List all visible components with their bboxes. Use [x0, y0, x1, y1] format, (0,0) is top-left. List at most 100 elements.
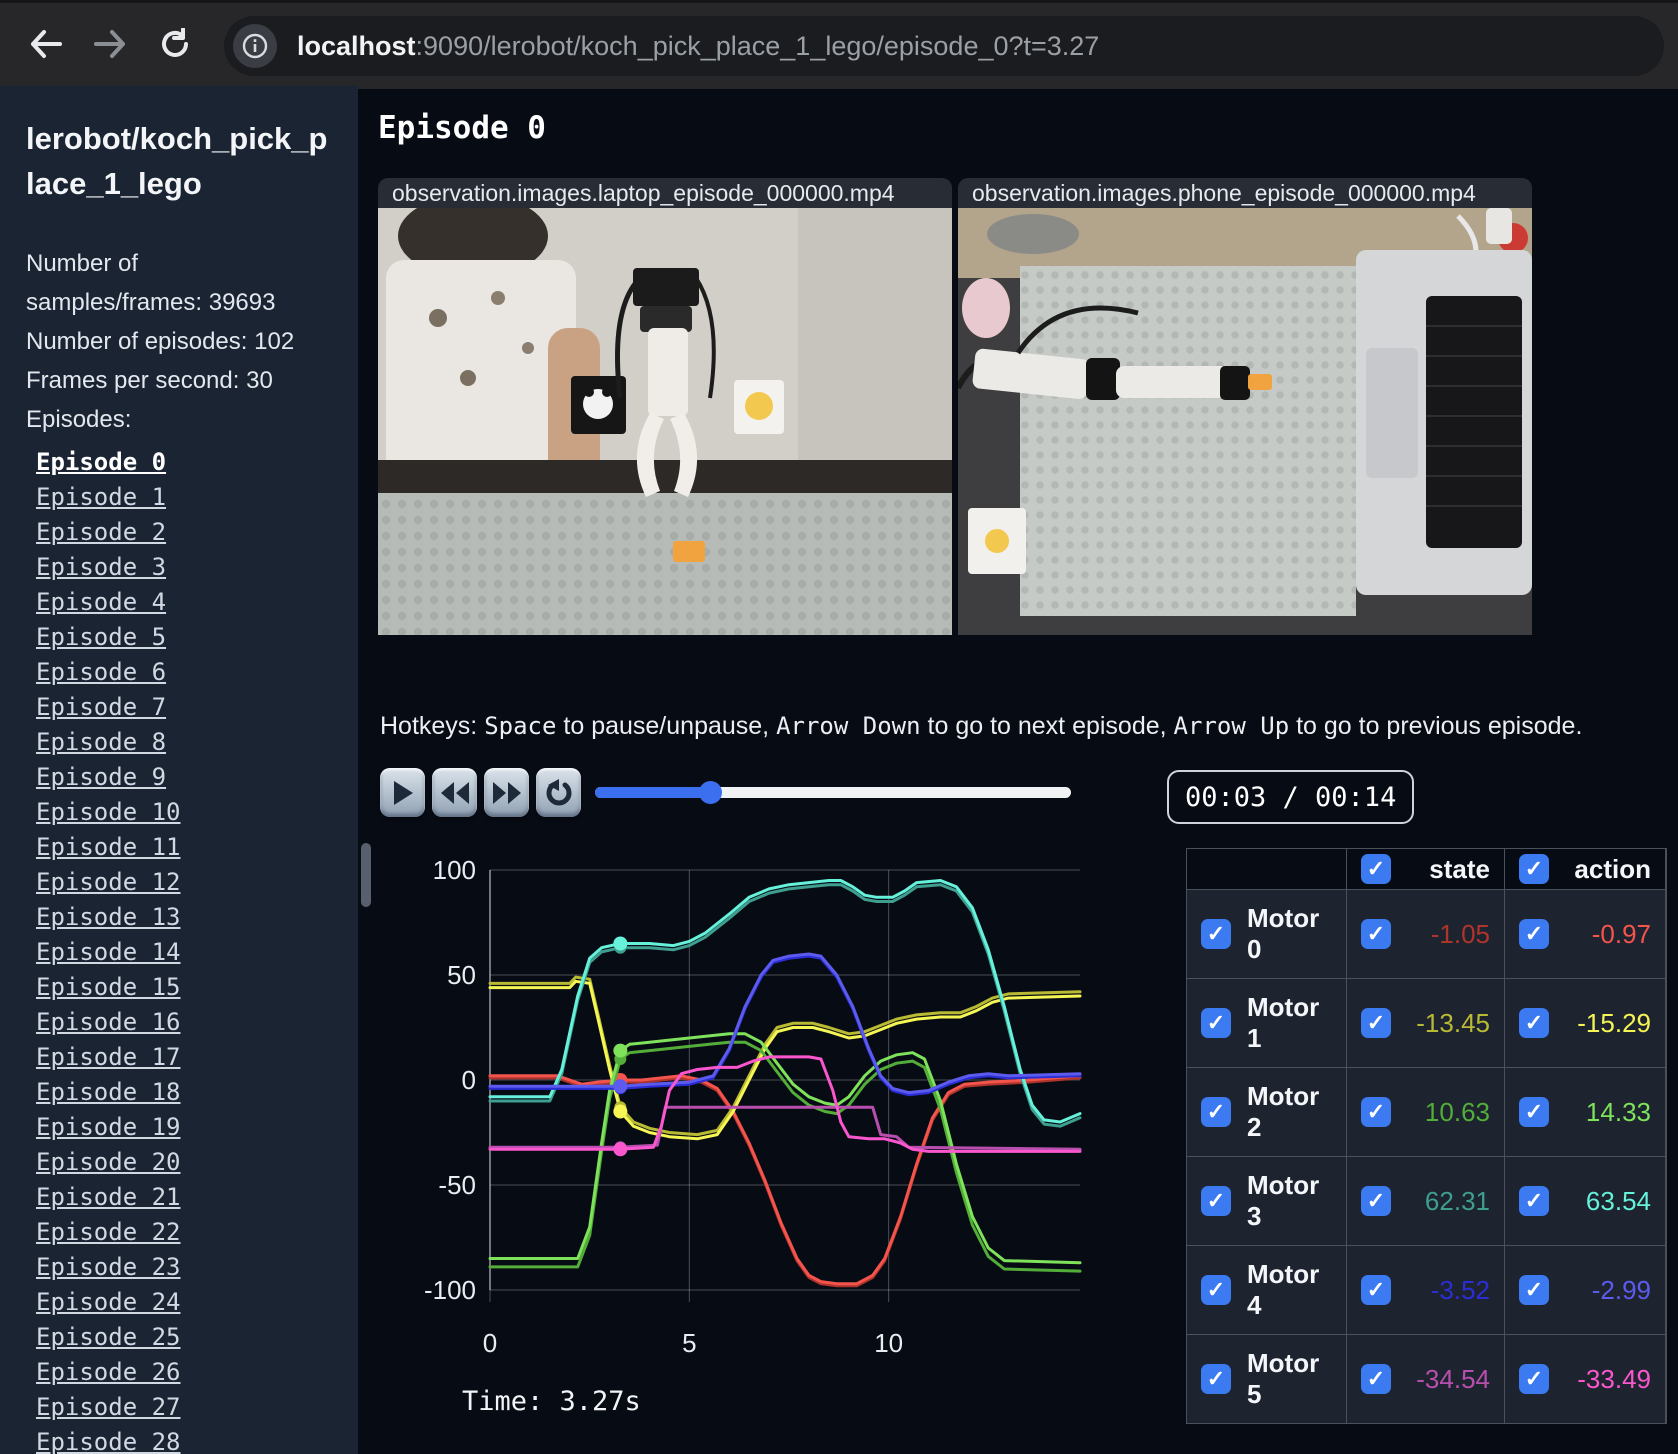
- motor-name: Motor 5: [1247, 1348, 1320, 1409]
- state-checkbox[interactable]: ✓: [1361, 1008, 1391, 1038]
- episode-link[interactable]: Episode 1: [36, 483, 167, 511]
- episode-link[interactable]: Episode 28: [36, 1428, 181, 1454]
- action-checkbox[interactable]: ✓: [1519, 919, 1549, 949]
- current-time-label: Time: 3.27s: [462, 1386, 641, 1417]
- action-checkbox[interactable]: ✓: [1519, 1275, 1549, 1305]
- loop-button[interactable]: [536, 768, 581, 817]
- slider-track[interactable]: [595, 787, 1071, 798]
- episode-link[interactable]: Episode 18: [36, 1078, 181, 1106]
- chart-line: [488, 879, 1082, 1124]
- episode-link[interactable]: Episode 14: [36, 938, 181, 966]
- browser-back-button[interactable]: [22, 21, 68, 67]
- fast-forward-icon: [492, 781, 521, 804]
- stat-fps: Frames per second: 30: [26, 367, 273, 394]
- episode-link[interactable]: Episode 20: [36, 1148, 181, 1176]
- state-checkbox[interactable]: ✓: [1361, 1097, 1391, 1127]
- browser-reload-button[interactable]: [152, 21, 198, 67]
- current-time-marker: [613, 1043, 628, 1058]
- episode-link[interactable]: Episode 12: [36, 868, 181, 896]
- episode-link[interactable]: Episode 0: [36, 448, 167, 476]
- hotkeys-text: to pause/unpause,: [556, 712, 777, 740]
- episode-link[interactable]: Episode 26: [36, 1358, 181, 1386]
- state-column-checkbox[interactable]: ✓: [1361, 854, 1391, 884]
- episode-link[interactable]: Episode 9: [36, 763, 167, 791]
- chart-line: [488, 883, 1082, 1128]
- episode-link[interactable]: Episode 19: [36, 1113, 181, 1141]
- chart-line: [488, 952, 1082, 1095]
- episode-link[interactable]: Episode 24: [36, 1288, 181, 1316]
- episode-link[interactable]: Episode 3: [36, 553, 167, 581]
- state-value: -13.45: [1416, 1007, 1490, 1038]
- episode-link[interactable]: Episode 13: [36, 903, 181, 931]
- episode-link[interactable]: Episode 6: [36, 658, 167, 686]
- episode-link[interactable]: Episode 11: [36, 833, 181, 861]
- episodes-label: Episodes:: [26, 406, 132, 433]
- episode-link[interactable]: Episode 23: [36, 1253, 181, 1281]
- motor-state-cell: ✓ -3.52: [1347, 1246, 1504, 1334]
- motor-action-cell: ✓ 63.54: [1505, 1157, 1665, 1245]
- action-value: -15.29: [1577, 1007, 1651, 1038]
- action-column-checkbox[interactable]: ✓: [1519, 854, 1549, 884]
- state-checkbox[interactable]: ✓: [1361, 1186, 1391, 1216]
- url-text: localhost:9090/lerobot/koch_pick_place_1…: [297, 31, 1099, 62]
- motor-state-cell: ✓ -13.45: [1347, 979, 1504, 1067]
- hotkey-key: Arrow Down: [776, 712, 921, 740]
- action-checkbox[interactable]: ✓: [1519, 1097, 1549, 1127]
- episode-link[interactable]: Episode 15: [36, 973, 181, 1001]
- state-checkbox[interactable]: ✓: [1361, 919, 1391, 949]
- episode-link[interactable]: Episode 25: [36, 1323, 181, 1351]
- action-checkbox[interactable]: ✓: [1519, 1186, 1549, 1216]
- episode-link[interactable]: Episode 2: [36, 518, 167, 546]
- y-tick-label: 0: [462, 1065, 476, 1095]
- episode-link[interactable]: Episode 10: [36, 798, 181, 826]
- site-info-icon[interactable]: [233, 24, 277, 68]
- y-tick-label: 50: [447, 960, 476, 990]
- action-checkbox[interactable]: ✓: [1519, 1008, 1549, 1038]
- episode-link[interactable]: Episode 27: [36, 1393, 181, 1421]
- state-checkbox[interactable]: ✓: [1361, 1364, 1391, 1394]
- stat-episodes: Number of episodes: 102: [26, 328, 295, 355]
- action-value: -0.97: [1591, 918, 1651, 949]
- slider-thumb[interactable]: [699, 781, 723, 804]
- table-corner-cell: [1187, 849, 1346, 889]
- motor-checkbox[interactable]: ✓: [1201, 1364, 1231, 1394]
- fast-forward-button[interactable]: [484, 768, 529, 817]
- video-title-phone: observation.images.phone_episode_000000.…: [958, 178, 1532, 208]
- action-checkbox[interactable]: ✓: [1519, 1364, 1549, 1394]
- video-frame-laptop[interactable]: [378, 208, 952, 635]
- current-time-marker: [613, 1079, 628, 1094]
- motor-row-label-cell: ✓ Motor 4: [1187, 1246, 1346, 1334]
- info-glyph: [242, 33, 268, 59]
- episode-link[interactable]: Episode 16: [36, 1008, 181, 1036]
- episode-link[interactable]: Episode 22: [36, 1218, 181, 1246]
- episode-link[interactable]: Episode 21: [36, 1183, 181, 1211]
- video-frame-phone[interactable]: [958, 208, 1532, 635]
- page-title: Episode 0: [378, 110, 546, 146]
- motor-checkbox[interactable]: ✓: [1201, 1097, 1231, 1127]
- motor-checkbox[interactable]: ✓: [1201, 1008, 1231, 1038]
- timeline-slider[interactable]: [595, 768, 1071, 816]
- play-button[interactable]: [380, 768, 425, 817]
- address-bar[interactable]: localhost:9090/lerobot/koch_pick_place_1…: [224, 16, 1664, 76]
- motor-checkbox[interactable]: ✓: [1201, 919, 1231, 949]
- browser-toolbar: localhost:9090/lerobot/koch_pick_place_1…: [0, 0, 1678, 89]
- episode-link[interactable]: Episode 7: [36, 693, 167, 721]
- episode-link[interactable]: Episode 8: [36, 728, 167, 756]
- rewind-button[interactable]: [432, 768, 477, 817]
- episode-link[interactable]: Episode 4: [36, 588, 167, 616]
- motor-checkbox[interactable]: ✓: [1201, 1186, 1231, 1216]
- motor-checkbox[interactable]: ✓: [1201, 1275, 1231, 1305]
- play-icon: [393, 780, 413, 805]
- stat-samples: Number of samples/frames: 39693: [26, 250, 276, 316]
- state-value: -34.54: [1416, 1363, 1490, 1394]
- state-checkbox[interactable]: ✓: [1361, 1275, 1391, 1305]
- state-value: -3.52: [1430, 1274, 1490, 1305]
- episode-link[interactable]: Episode 17: [36, 1043, 181, 1071]
- forward-arrow-icon: [94, 30, 125, 58]
- motor-row-label-cell: ✓ Motor 0: [1187, 890, 1346, 978]
- episode-link[interactable]: Episode 5: [36, 623, 167, 651]
- motor-name: Motor 3: [1247, 1170, 1320, 1231]
- browser-forward-button[interactable]: [88, 21, 134, 67]
- sidebar-resize-handle[interactable]: [361, 843, 371, 907]
